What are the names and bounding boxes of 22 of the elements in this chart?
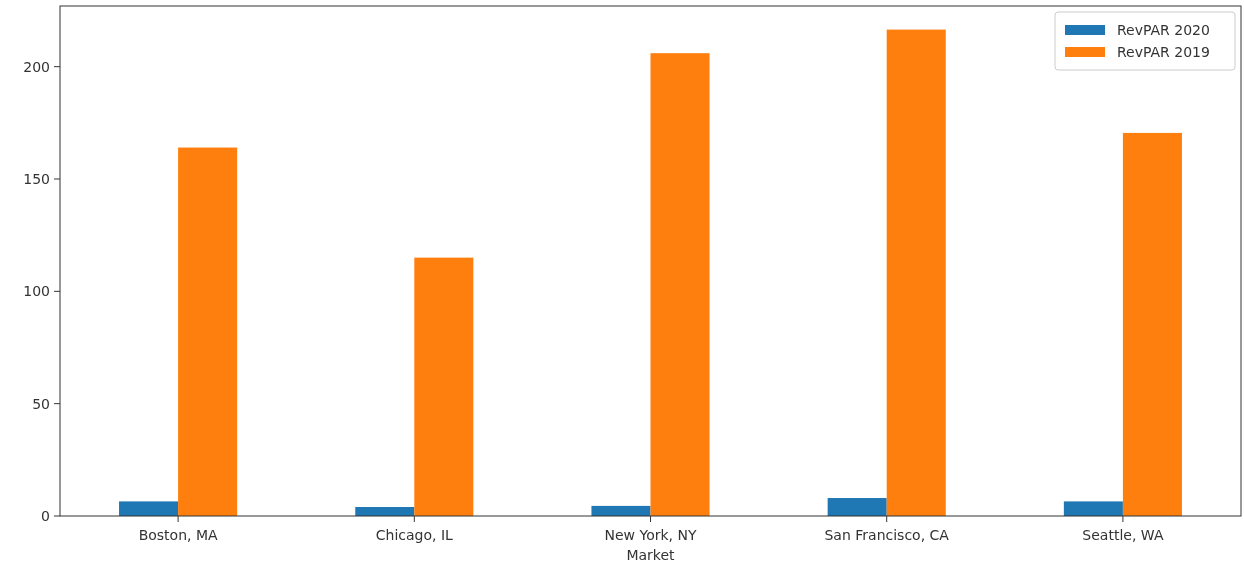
legend-label: RevPAR 2019	[1117, 43, 1210, 60]
x-tick-label: Chicago, IL	[375, 527, 454, 543]
bar	[1122, 132, 1182, 516]
x-tick-label: Boston, MA	[138, 527, 218, 543]
bar	[178, 147, 238, 516]
bar	[119, 501, 179, 516]
bar	[1063, 501, 1123, 516]
y-tick-label: 150	[23, 170, 50, 187]
x-tick-label: San Francisco, CA	[824, 527, 950, 543]
x-tick-label: Seattle, WA	[1082, 527, 1164, 543]
x-tick-label: New York, NY	[604, 527, 697, 543]
bar	[591, 505, 651, 516]
y-tick-label: 50	[32, 395, 50, 412]
bar	[650, 53, 710, 516]
legend-label: RevPAR 2020	[1117, 21, 1210, 38]
x-axis-title: Market	[626, 547, 676, 563]
y-tick-label: 100	[23, 283, 50, 300]
bar	[827, 498, 887, 516]
y-tick-label: 0	[41, 507, 50, 524]
y-tick-label: 200	[23, 58, 50, 75]
bar	[414, 257, 474, 516]
bar	[886, 29, 946, 516]
